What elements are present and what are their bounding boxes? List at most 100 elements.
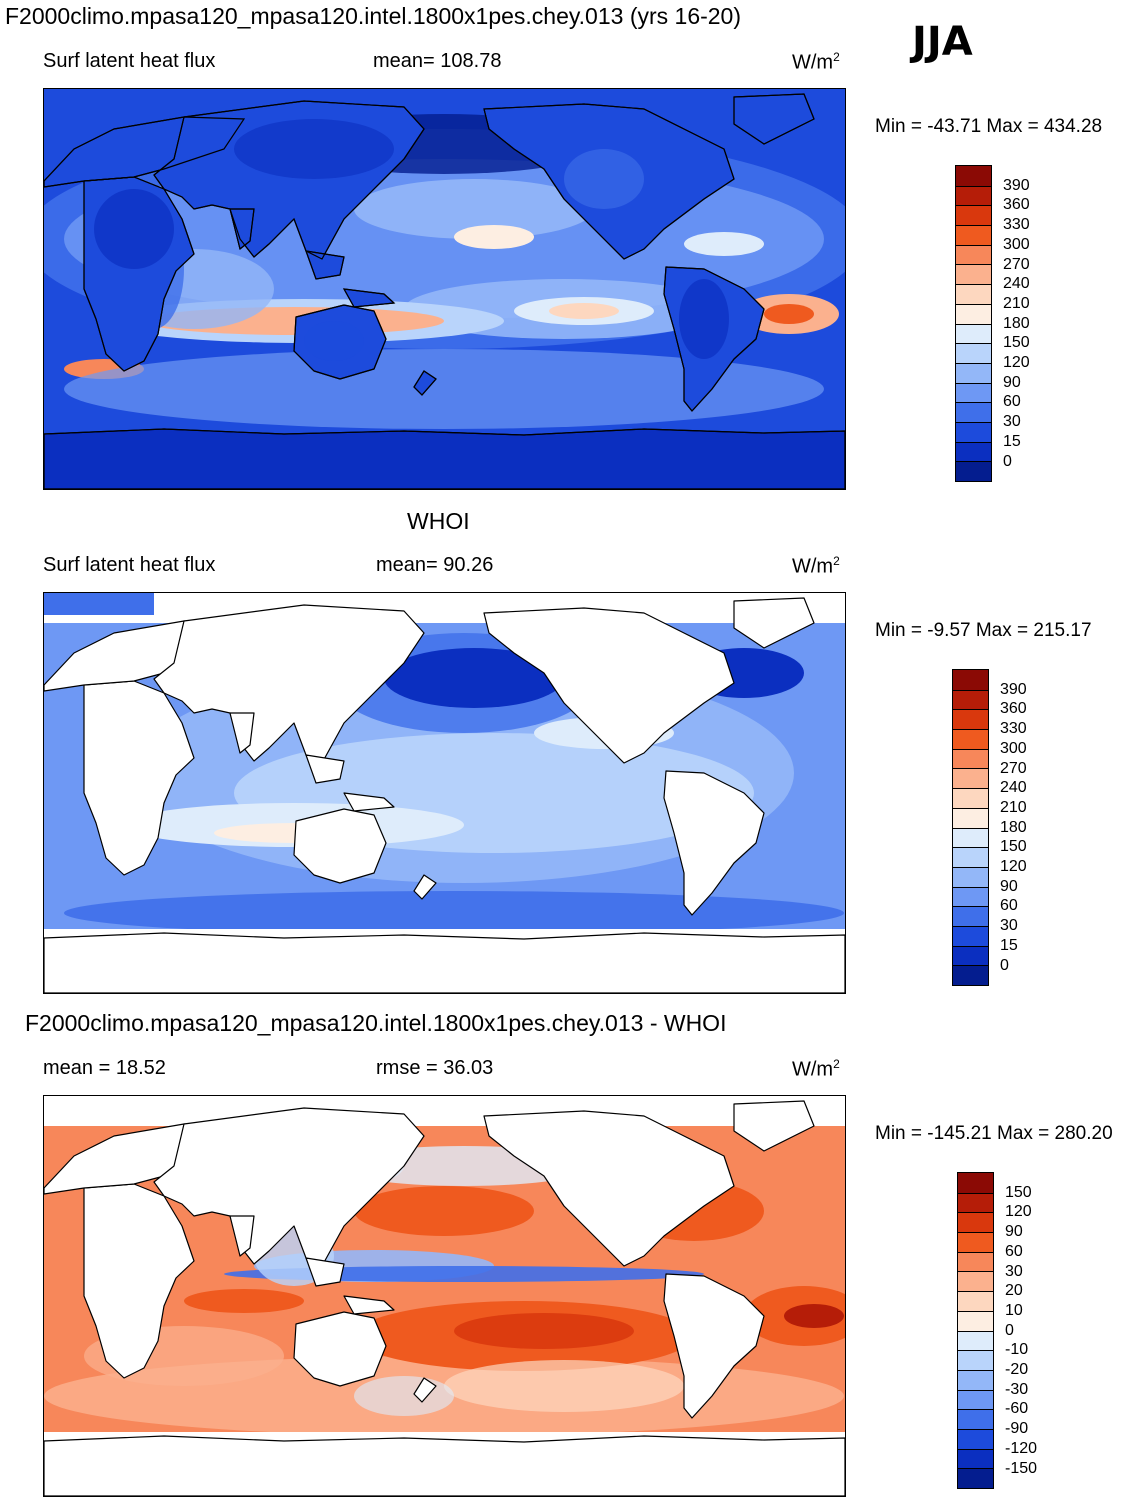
colorbar-tick-label: 300 bbox=[1003, 235, 1030, 253]
colorbar-tick-label: 210 bbox=[1003, 294, 1030, 312]
colorbar-tick-label: 240 bbox=[1003, 275, 1030, 293]
panel-2-mean: mean= 90.26 bbox=[376, 554, 494, 576]
colorbar-tick-label: -120 bbox=[1005, 1439, 1038, 1457]
colorbar-swatch bbox=[958, 1389, 993, 1410]
colorbar-swatch bbox=[958, 1212, 993, 1233]
colorbar-tick-label: -20 bbox=[1005, 1361, 1029, 1378]
panel-2-map bbox=[43, 592, 846, 994]
colorbar-tick-label: -90 bbox=[1005, 1420, 1029, 1438]
colorbar-swatch bbox=[958, 1428, 993, 1449]
colorbar-swatch bbox=[953, 925, 988, 946]
panel-1-mean: mean= 108.78 bbox=[373, 50, 502, 72]
colorbar-tick-label: 150 bbox=[1003, 334, 1030, 352]
colorbar-swatch bbox=[953, 729, 988, 749]
colorbar-swatch bbox=[956, 362, 991, 383]
colorbar-swatch bbox=[958, 1448, 993, 1469]
panel-3-title: F2000climo.mpasa120_mpasa120.intel.1800x… bbox=[25, 1010, 727, 1036]
colorbar-swatch bbox=[956, 166, 991, 186]
colorbar-tick-label: 150 bbox=[1000, 838, 1027, 856]
colorbar-tick-label: -60 bbox=[1005, 1400, 1029, 1418]
colorbar-tick-label: 270 bbox=[1000, 759, 1027, 777]
colorbar-swatch bbox=[953, 866, 988, 887]
colorbar-tick-label: 240 bbox=[1000, 779, 1027, 797]
colorbar-swatch bbox=[956, 244, 991, 265]
colorbar-swatch bbox=[953, 886, 988, 907]
colorbar-tick-label: -10 bbox=[1005, 1341, 1029, 1359]
colorbar-tick-label: 120 bbox=[1000, 858, 1027, 875]
panel-2-title: WHOI bbox=[407, 508, 470, 534]
panel-2-colorbar bbox=[952, 669, 989, 986]
colorbar-tick-label: 330 bbox=[1000, 720, 1027, 738]
colorbar-swatch bbox=[958, 1310, 993, 1331]
colorbar-tick-label: -150 bbox=[1005, 1459, 1038, 1477]
panel-3-map bbox=[43, 1095, 846, 1497]
colorbar-tick-label: 60 bbox=[1000, 897, 1018, 915]
panel-3-minmax: Min = -145.21 Max = 280.20 bbox=[875, 1123, 1113, 1144]
panel-1-unit: W/m2 bbox=[792, 50, 840, 74]
panel-3-rmse: rmse = 36.03 bbox=[376, 1057, 494, 1079]
colorbar-swatch bbox=[956, 382, 991, 403]
colorbar-tick-label: 270 bbox=[1003, 255, 1030, 273]
colorbar-tick-label: 90 bbox=[1005, 1223, 1023, 1241]
colorbar-tick-label: 15 bbox=[1000, 936, 1018, 954]
colorbar-tick-label: 210 bbox=[1000, 798, 1027, 816]
colorbar-tick-label: 360 bbox=[1000, 700, 1027, 718]
colorbar-tick-label: 30 bbox=[1000, 917, 1018, 935]
colorbar-swatch bbox=[956, 264, 991, 285]
colorbar-swatch bbox=[958, 1192, 993, 1213]
colorbar-tick-label: 330 bbox=[1003, 216, 1030, 234]
colorbar-tick-label: 0 bbox=[1000, 956, 1009, 974]
colorbar-swatch bbox=[958, 1468, 993, 1488]
colorbar-swatch bbox=[956, 461, 991, 481]
colorbar-swatch bbox=[958, 1271, 993, 1292]
colorbar-tick-label: 0 bbox=[1003, 452, 1012, 470]
colorbar-swatch bbox=[958, 1251, 993, 1272]
colorbar-tick-label: 180 bbox=[1003, 314, 1030, 332]
colorbar-swatch bbox=[956, 225, 991, 245]
colorbar-tick-label: 360 bbox=[1003, 196, 1030, 214]
colorbar-swatch bbox=[953, 965, 988, 985]
colorbar-swatch bbox=[958, 1330, 993, 1351]
colorbar-tick-label: 90 bbox=[1003, 373, 1021, 391]
colorbar-swatch bbox=[956, 303, 991, 324]
panel-2-variable: Surf latent heat flux bbox=[43, 554, 216, 576]
colorbar-tick-label: 120 bbox=[1003, 354, 1030, 371]
colorbar-swatch bbox=[958, 1291, 993, 1311]
panel-1-variable: Surf latent heat flux bbox=[43, 50, 216, 72]
panel-2-unit: W/m2 bbox=[792, 554, 840, 578]
colorbar-swatch bbox=[953, 788, 988, 808]
colorbar-tick-label: 300 bbox=[1000, 739, 1027, 757]
figure-title: F2000climo.mpasa120_mpasa120.intel.1800x… bbox=[5, 3, 742, 29]
colorbar-swatch bbox=[956, 185, 991, 206]
colorbar-swatch bbox=[953, 709, 988, 730]
colorbar-swatch bbox=[958, 1173, 993, 1193]
colorbar-tick-label: 10 bbox=[1005, 1301, 1023, 1319]
colorbar-tick-label: 60 bbox=[1003, 393, 1021, 411]
panel-1-map bbox=[43, 88, 846, 490]
colorbar-tick-label: 60 bbox=[1005, 1242, 1023, 1260]
colorbar-swatch bbox=[953, 807, 988, 828]
colorbar-tick-label: 15 bbox=[1003, 432, 1021, 450]
colorbar-tick-label: 390 bbox=[1000, 680, 1027, 698]
colorbar-tick-label: 0 bbox=[1005, 1321, 1014, 1339]
colorbar-tick-label: -30 bbox=[1005, 1380, 1029, 1398]
colorbar-swatch bbox=[958, 1350, 993, 1370]
colorbar-swatch bbox=[953, 689, 988, 710]
colorbar-swatch bbox=[956, 343, 991, 363]
colorbar-tick-label: 90 bbox=[1000, 877, 1018, 895]
panel-2-minmax: Min = -9.57 Max = 215.17 bbox=[875, 620, 1092, 641]
colorbar-swatch bbox=[953, 847, 988, 867]
season-label: JJA bbox=[912, 19, 973, 65]
colorbar-swatch bbox=[953, 768, 988, 789]
colorbar-swatch bbox=[953, 945, 988, 966]
panel-3-colorbar bbox=[957, 1172, 994, 1489]
colorbar-swatch bbox=[956, 421, 991, 442]
colorbar-swatch bbox=[953, 670, 988, 690]
colorbar-swatch bbox=[953, 748, 988, 769]
colorbar-tick-label: 120 bbox=[1005, 1203, 1032, 1221]
panel-3-unit: W/m2 bbox=[792, 1057, 840, 1081]
colorbar-swatch bbox=[956, 205, 991, 226]
panel-1-minmax: Min = -43.71 Max = 434.28 bbox=[875, 116, 1103, 137]
colorbar-swatch bbox=[956, 284, 991, 304]
colorbar-tick-label: 180 bbox=[1000, 818, 1027, 836]
